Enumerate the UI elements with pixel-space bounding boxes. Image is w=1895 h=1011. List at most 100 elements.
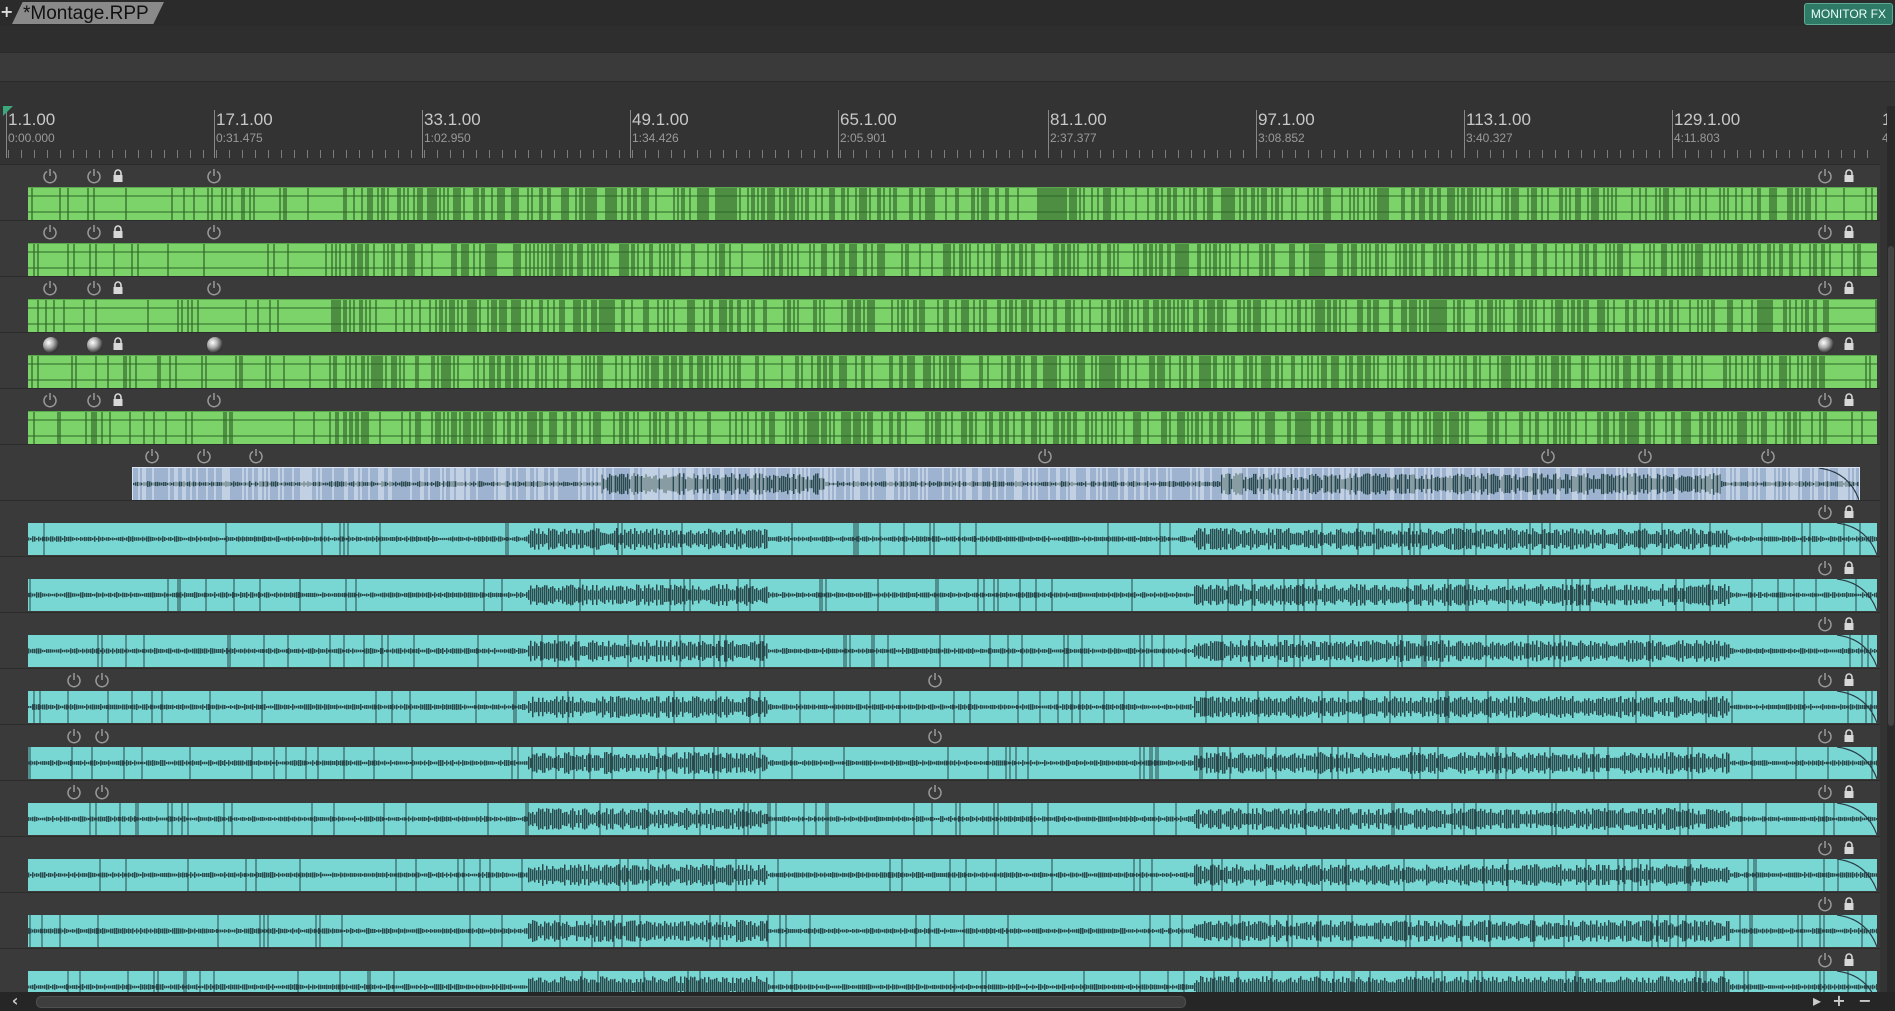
waveform-peak <box>971 481 973 487</box>
fade-out-curve[interactable] <box>1818 468 1859 500</box>
waveform-peak <box>361 481 363 487</box>
power-icon[interactable] <box>1817 168 1833 184</box>
monitor-fx-button[interactable]: MONITOR FX <box>1803 3 1893 25</box>
power-icon[interactable] <box>42 224 58 240</box>
track-lane[interactable] <box>0 164 1880 221</box>
track-lane[interactable] <box>0 276 1880 333</box>
power-icon[interactable] <box>1037 448 1053 464</box>
waveform-peak <box>1574 532 1576 546</box>
lock-icon[interactable] <box>110 336 126 352</box>
waveform-peak <box>375 482 377 486</box>
lock-icon[interactable] <box>1841 504 1857 520</box>
waveform-peak <box>1368 531 1370 547</box>
waveform-peak <box>1696 533 1698 545</box>
power-icon[interactable] <box>86 224 102 240</box>
add-tab-button[interactable]: + <box>0 2 14 21</box>
media-item[interactable] <box>28 579 1877 611</box>
power-icon[interactable] <box>206 392 222 408</box>
power-icon[interactable] <box>1817 504 1833 520</box>
track-lane[interactable] <box>0 388 1880 445</box>
waveform-peak <box>622 586 624 604</box>
waveform-peak <box>1257 479 1259 489</box>
media-item[interactable] <box>28 411 1877 445</box>
waveform-peak <box>530 530 532 548</box>
waveform-peak <box>651 478 653 490</box>
waveform-peak <box>578 533 580 545</box>
waveform-peak <box>1571 476 1573 492</box>
timeline-ruler[interactable]: 1.1.00 0:00.000 17.1.00 0:31.475 33.1.00 1:02… <box>0 106 1891 158</box>
lock-icon[interactable] <box>110 168 126 184</box>
lock-icon[interactable] <box>110 280 126 296</box>
power-icon[interactable] <box>206 168 222 184</box>
power-icon[interactable] <box>86 168 102 184</box>
ruler-minor-tick <box>1646 150 1647 158</box>
sphere-icon[interactable] <box>206 336 223 353</box>
lock-icon[interactable] <box>110 224 126 240</box>
waveform-peak <box>1156 536 1158 542</box>
waveform-peak <box>163 481 165 487</box>
ruler-marker: 33.1.00 1:02.950 <box>424 110 481 145</box>
track-lane[interactable] <box>0 444 1880 501</box>
power-icon[interactable] <box>248 448 264 464</box>
power-icon[interactable] <box>42 168 58 184</box>
power-icon[interactable] <box>1817 224 1833 240</box>
media-item[interactable] <box>28 243 1877 277</box>
track-lane[interactable] <box>0 500 1880 557</box>
waveform-peak <box>1660 534 1662 544</box>
lock-icon[interactable] <box>1841 280 1857 296</box>
waveform-peak <box>1432 584 1434 606</box>
waveform-peak <box>921 481 923 487</box>
media-item[interactable] <box>28 187 1877 221</box>
waveform-peak <box>1768 536 1770 542</box>
project-tab-label[interactable]: *Montage.RPP <box>23 3 149 24</box>
ruler-major-tick <box>6 110 7 158</box>
power-icon[interactable] <box>42 280 58 296</box>
power-icon[interactable] <box>86 392 102 408</box>
waveform-peak <box>1851 481 1853 487</box>
ruler-minor-tick <box>476 150 477 158</box>
lock-icon[interactable] <box>1841 168 1857 184</box>
waveform-peak <box>1080 537 1082 541</box>
waveform-peak <box>1809 481 1811 487</box>
waveform-peak <box>522 537 524 541</box>
waveform-peak <box>656 584 658 606</box>
project-tab[interactable] <box>12 2 164 24</box>
power-icon[interactable] <box>206 224 222 240</box>
sphere-icon[interactable] <box>86 336 103 353</box>
track-lane[interactable] <box>0 332 1880 389</box>
power-icon[interactable] <box>1540 448 1556 464</box>
media-item[interactable] <box>28 355 1877 389</box>
sphere-icon[interactable] <box>1817 336 1834 353</box>
power-icon[interactable] <box>1817 392 1833 408</box>
power-icon[interactable] <box>144 448 160 464</box>
waveform-peak <box>539 481 541 487</box>
media-item[interactable] <box>28 523 1877 555</box>
power-icon[interactable] <box>206 280 222 296</box>
waveform-peak <box>1240 590 1242 600</box>
media-item[interactable] <box>132 467 1860 501</box>
power-icon[interactable] <box>86 280 102 296</box>
power-icon[interactable] <box>1817 280 1833 296</box>
fade-out-curve[interactable] <box>1836 523 1877 555</box>
track-lane[interactable] <box>0 220 1880 277</box>
lock-icon[interactable] <box>1841 336 1857 352</box>
waveform-peak <box>855 481 857 487</box>
waveform-peak <box>1320 532 1322 546</box>
power-icon[interactable] <box>196 448 212 464</box>
waveform-peak <box>150 536 152 542</box>
waveform-peak <box>667 477 669 491</box>
waveform-peak <box>1582 533 1584 545</box>
start-marker[interactable] <box>3 106 13 116</box>
power-icon[interactable] <box>1760 448 1776 464</box>
waveform-peak <box>1762 537 1764 541</box>
media-item[interactable] <box>28 299 1877 333</box>
lock-icon[interactable] <box>1841 392 1857 408</box>
waveform-peak <box>1378 528 1380 550</box>
waveform-peak <box>1417 479 1419 489</box>
lock-icon[interactable] <box>1841 224 1857 240</box>
track-lane[interactable] <box>0 556 1880 613</box>
power-icon[interactable] <box>1637 448 1653 464</box>
sphere-icon[interactable] <box>42 336 59 353</box>
lock-icon[interactable] <box>110 392 126 408</box>
power-icon[interactable] <box>42 392 58 408</box>
